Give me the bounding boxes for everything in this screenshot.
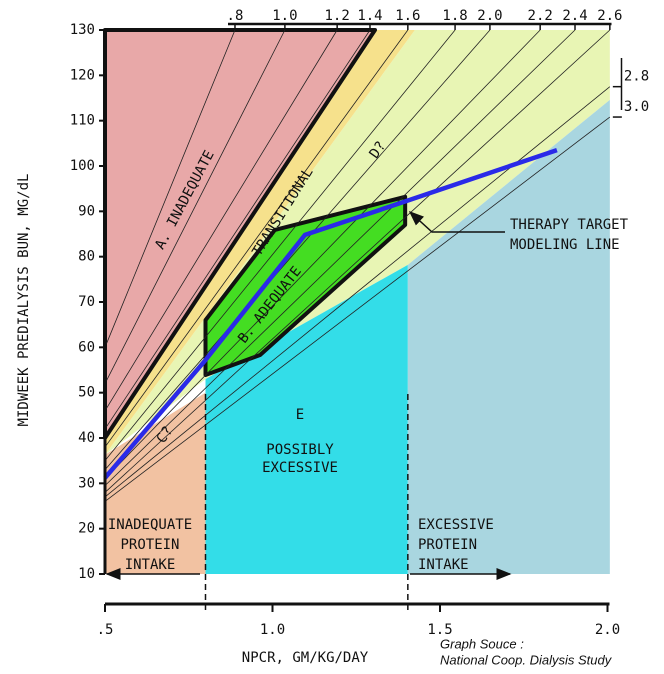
- region-label: C?: [154, 424, 177, 447]
- ktv-line: [104, 29, 409, 448]
- ktv-line: [104, 29, 338, 412]
- y-tick-label: 10: [78, 566, 95, 582]
- x-axis-label: NPCR, GM/KG/DAY: [242, 650, 369, 666]
- annotation: INTAKE: [125, 557, 176, 573]
- x-tick-label: 1.0: [260, 622, 285, 638]
- ktv-label: 3.0: [624, 99, 649, 115]
- ktv-label: 2.6: [597, 8, 622, 24]
- region: [407, 99, 610, 575]
- ktv-label: 1.8: [442, 8, 467, 24]
- annotation: EXCESSIVE: [418, 517, 494, 533]
- annotation: PROTEIN: [120, 537, 179, 553]
- y-tick-label: 60: [78, 339, 95, 355]
- y-tick-label: 70: [78, 294, 95, 310]
- annotation: PROTEIN: [418, 537, 477, 553]
- y-tick-label: 20: [78, 521, 95, 537]
- ktv-line: [104, 29, 541, 480]
- y-tick-label: 40: [78, 430, 95, 446]
- ktv-label: 1.2: [325, 8, 350, 24]
- annotation: National Coop. Dialysis Study: [440, 652, 613, 667]
- annotation: POSSIBLY: [266, 442, 334, 458]
- x-tick-label: 2.0: [595, 622, 620, 638]
- annotation: EXCESSIVE: [262, 460, 338, 476]
- annotation: INADEQUATE: [108, 517, 192, 533]
- ktv-line: [104, 29, 236, 348]
- ktv-line: [104, 86, 611, 498]
- ktv-label: 1.6: [395, 8, 420, 24]
- ktv-label: 1.4: [357, 8, 382, 24]
- region: [105, 30, 415, 455]
- y-tick-label: 80: [78, 249, 95, 265]
- ktv-line: [104, 29, 576, 486]
- y-tick-label: 30: [78, 475, 95, 491]
- ktv-label: 2.0: [477, 8, 502, 24]
- y-tick-label: 120: [70, 67, 95, 83]
- ktv-label: 2.8: [624, 69, 649, 85]
- y-tick-label: 110: [70, 113, 95, 129]
- y-tick-label: 90: [78, 203, 95, 219]
- annotation: INTAKE: [418, 557, 469, 573]
- x-tick-label: .5: [97, 622, 114, 638]
- ktv-line: [104, 29, 611, 493]
- region-label: D?: [367, 139, 390, 162]
- y-tick-label: 50: [78, 385, 95, 401]
- ktv-line: [104, 116, 611, 502]
- ktv-label: 1.0: [272, 8, 297, 24]
- ktv-label: 2.4: [562, 8, 587, 24]
- ktv-label: 2.2: [528, 8, 553, 24]
- ktv-line: [104, 29, 371, 430]
- annotation: Graph Souce :: [440, 636, 524, 651]
- pointer: [408, 210, 505, 233]
- ktv-line: [104, 29, 286, 384]
- ktv-line: [104, 29, 491, 470]
- ktv-label: .8: [227, 8, 244, 24]
- ktv-line: [104, 29, 456, 461]
- y-axis-label: MIDWEEK PREDIALYSIS BUN, MG/dL: [16, 174, 32, 427]
- region: [105, 392, 206, 574]
- y-tick-label: 130: [70, 22, 95, 38]
- region-label: E: [296, 407, 304, 423]
- annotation: MODELING LINE: [510, 237, 620, 253]
- target-line: [103, 148, 558, 480]
- x-tick-label: 1.5: [427, 622, 452, 638]
- y-tick-label: 100: [70, 158, 95, 174]
- region: [205, 264, 408, 574]
- annotation: THERAPY TARGET: [510, 217, 629, 233]
